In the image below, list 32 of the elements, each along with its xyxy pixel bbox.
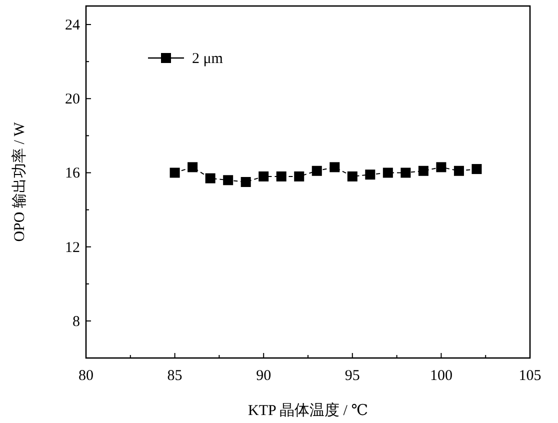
- point: [418, 166, 428, 176]
- point: [472, 164, 482, 174]
- x-tick-label: 80: [78, 368, 94, 384]
- y-axis-title: OPO 输出功率 / W: [11, 121, 28, 242]
- y-tick-label: 12: [65, 240, 80, 256]
- x-tick-label: 95: [344, 368, 360, 384]
- y-tick-label: 8: [72, 314, 80, 330]
- point: [330, 162, 340, 172]
- legend-label: 2 μm: [192, 51, 224, 67]
- point: [454, 166, 464, 176]
- x-tick-label: 100: [430, 368, 452, 384]
- point: [258, 171, 269, 182]
- point: [276, 171, 286, 182]
- x-tick-label: 85: [167, 368, 182, 384]
- y-tick-label: 20: [65, 92, 80, 108]
- point: [400, 168, 411, 178]
- y-tick-label: 24: [65, 18, 80, 34]
- point: [294, 171, 304, 182]
- y-tick-label: 16: [65, 166, 80, 182]
- point: [347, 171, 358, 182]
- x-axis-title: KTP 晶体温度 / ℃: [248, 402, 368, 419]
- point: [312, 166, 322, 176]
- x-tick-label: 105: [518, 368, 542, 384]
- point: [436, 162, 446, 172]
- point: [365, 170, 376, 180]
- point: [188, 162, 198, 172]
- point: [382, 168, 393, 178]
- x-tick-label: 90: [256, 368, 272, 384]
- point: [223, 175, 234, 186]
- point: [205, 173, 216, 184]
- point: [170, 168, 180, 178]
- point: [240, 177, 251, 187]
